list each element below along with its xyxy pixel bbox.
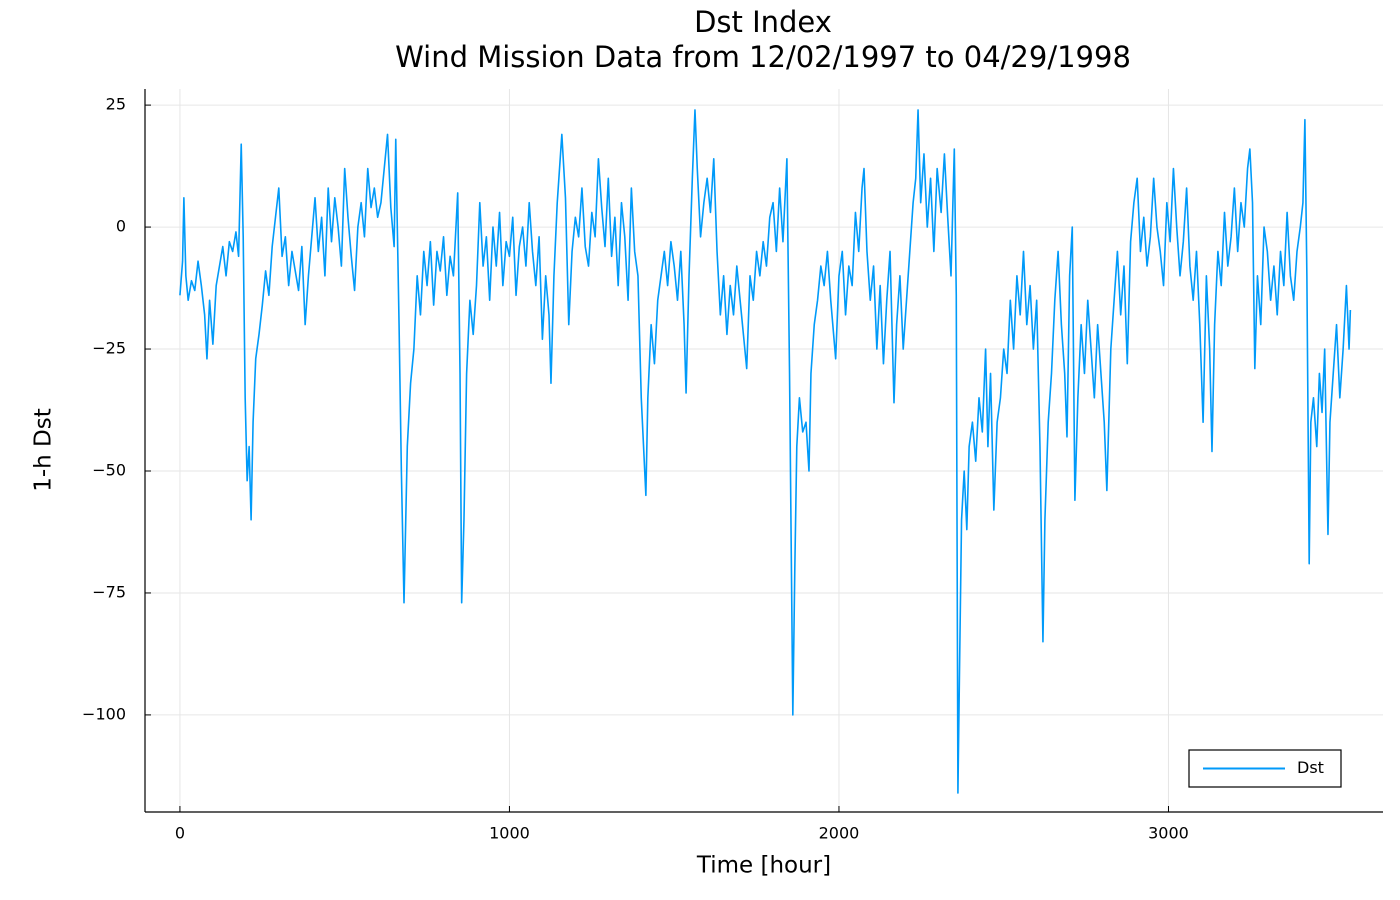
x-tick-label: 1000 [489, 824, 530, 843]
x-axis-label: Time [hour] [696, 853, 831, 879]
y-tick-label: 25 [106, 95, 126, 114]
chart-subtitle: Wind Mission Data from 12/02/1997 to 04/… [395, 40, 1131, 74]
x-tick-label: 0 [175, 824, 185, 843]
y-axis-label: 1-h Dst [31, 408, 57, 492]
data-line [179, 109, 1352, 794]
y-tick-label: −25 [92, 339, 126, 358]
legend-label: Dst [1297, 758, 1324, 777]
chart-title: Dst Index [694, 5, 832, 39]
y-tick-label: −50 [92, 460, 126, 479]
x-tick-label: 2000 [819, 824, 860, 843]
y-tick-label: 0 [116, 217, 126, 236]
x-tick-label: 3000 [1148, 824, 1189, 843]
y-tick-label: −100 [82, 704, 126, 723]
y-tick-label: −75 [92, 582, 126, 601]
